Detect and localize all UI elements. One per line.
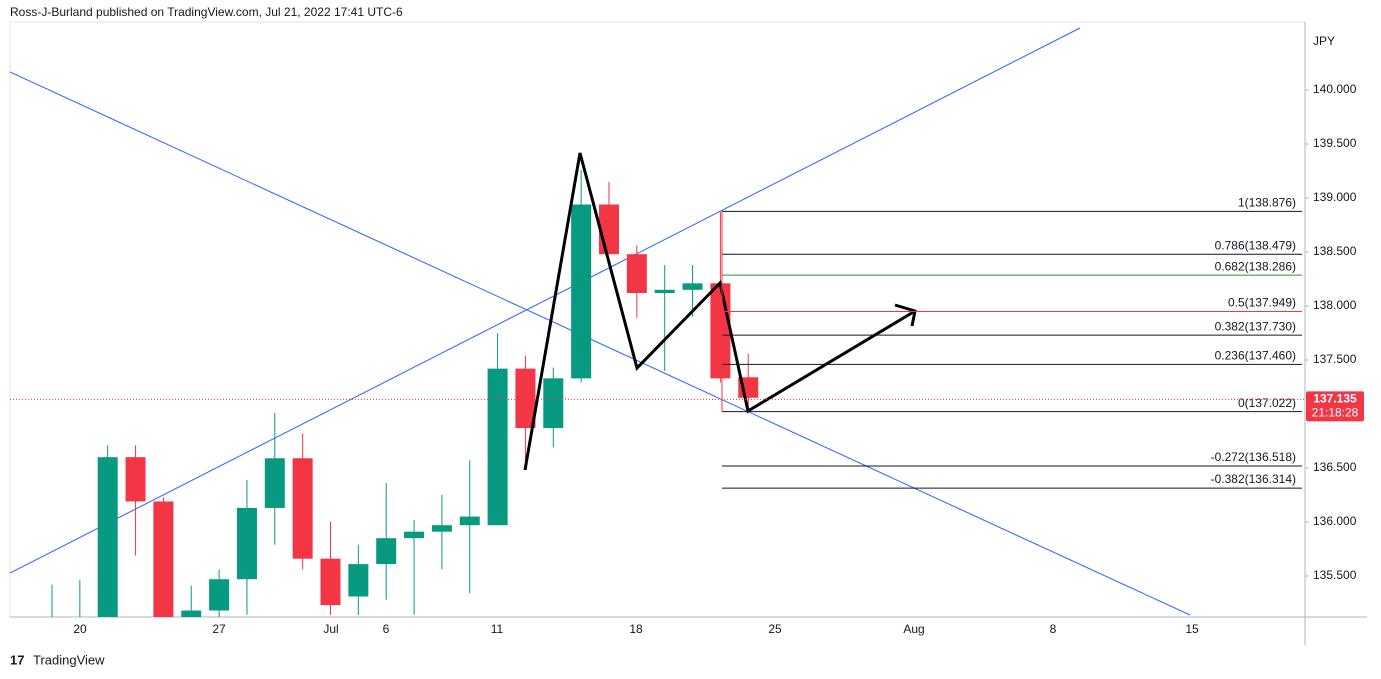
candle-body [97, 457, 118, 617]
x-tick-label: 20 [73, 622, 87, 636]
candle-body [292, 458, 313, 559]
y-tick-label: 139.000 [1313, 190, 1357, 204]
y-tick-label: 139.500 [1313, 136, 1357, 150]
candle-body [626, 254, 647, 294]
candle-body [209, 579, 230, 611]
x-tick-label: 27 [212, 622, 226, 636]
candle-body [682, 283, 703, 290]
candle-body [320, 558, 341, 606]
x-tick-label: Jul [323, 622, 338, 636]
countdown: 21:18:28 [1312, 406, 1359, 420]
trendline [10, 27, 1081, 574]
candle-body [376, 538, 397, 565]
logo-text: TradingView [33, 652, 105, 667]
x-tick-label: Aug [903, 622, 924, 636]
fib-label: 0.682(138.286) [1215, 259, 1296, 273]
candle-body [459, 516, 480, 526]
candle-body [487, 368, 508, 526]
candle-body [181, 610, 202, 617]
candles [42, 169, 759, 641]
price-label-box [1306, 391, 1364, 422]
fib-label: 0.786(138.479) [1215, 238, 1296, 252]
x-tick-label: 25 [768, 622, 782, 636]
y-tick-label: 136.500 [1313, 460, 1357, 474]
y-tick-label: 138.000 [1313, 298, 1357, 312]
x-tick-label: 15 [1185, 622, 1199, 636]
candle-body [515, 368, 536, 429]
fib-label: 0.236(137.460) [1215, 348, 1296, 362]
candle-body [264, 458, 285, 508]
currency-label: JPY [1313, 34, 1335, 48]
logo: 17 TradingView [10, 652, 105, 667]
candle-body [543, 378, 564, 429]
fib-label: -0.382(136.314) [1211, 472, 1296, 486]
candle-body [404, 531, 425, 539]
price-label: 137.135 [1313, 392, 1357, 406]
x-tick-label: 8 [1050, 622, 1057, 636]
candle-body [654, 289, 675, 294]
y-tick-label: 136.000 [1313, 514, 1357, 528]
candle-body [599, 204, 619, 255]
arrow-head [894, 303, 917, 327]
fib-label: 0(137.022) [1238, 396, 1296, 410]
candle-body [571, 204, 592, 379]
candle-body [42, 630, 62, 641]
y-tick-label: 140.000 [1313, 82, 1357, 96]
x-tick-label: 6 [383, 622, 390, 636]
plot-area [9, 21, 1306, 618]
y-tick-label: 138.500 [1313, 244, 1357, 258]
header: Ross-J-Burland published on TradingView.… [10, 5, 403, 19]
pattern-path [523, 152, 916, 471]
candle-body [153, 501, 174, 617]
fib-label: -0.272(136.518) [1211, 450, 1296, 464]
candle-body [431, 525, 452, 532]
candle-body [236, 507, 257, 580]
y-tick-label: 135.500 [1313, 568, 1357, 582]
fib-label: 1(138.876) [1238, 196, 1296, 210]
x-tick-label: 11 [491, 622, 504, 636]
trendline [10, 71, 1191, 616]
candle-body [125, 457, 146, 502]
logo-mark: 17 [10, 652, 24, 667]
drawings [10, 27, 1191, 616]
fib-label: 0.382(137.730) [1215, 319, 1296, 333]
fib-label: 0.5(137.949) [1228, 296, 1296, 310]
y-tick-label: 137.500 [1313, 352, 1357, 366]
candle-body [348, 564, 369, 597]
x-tick-label: 18 [629, 622, 643, 636]
